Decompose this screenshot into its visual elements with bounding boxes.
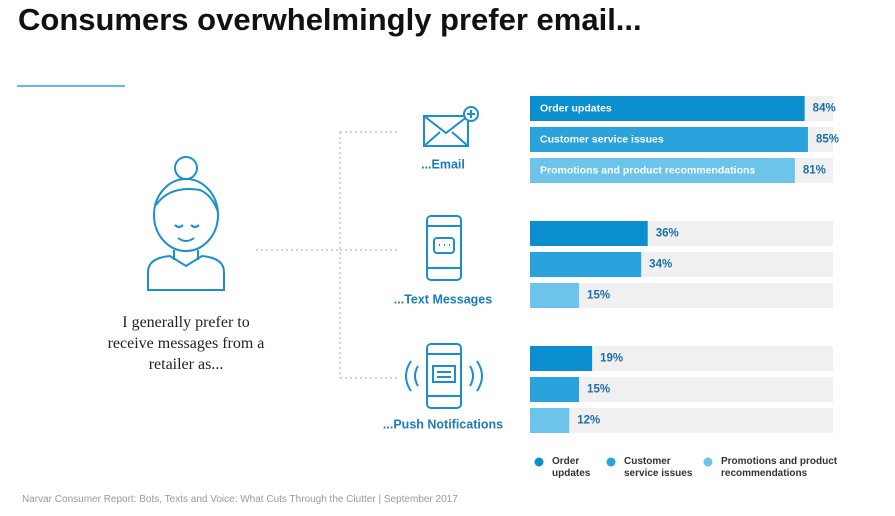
value-label: 19% bbox=[600, 353, 623, 365]
source: Narvar Consumer Report: Bots, Texts and … bbox=[22, 494, 458, 505]
bar bbox=[530, 408, 570, 433]
bar-series-label: Promotions and product recommendations bbox=[540, 164, 755, 176]
category-label: ...Email bbox=[421, 157, 465, 171]
bar-track bbox=[530, 377, 833, 402]
bar-track bbox=[530, 283, 833, 308]
bar bbox=[530, 158, 795, 183]
bar-series-label: Customer service issues bbox=[540, 133, 664, 145]
legend-label: Promotions and product recommendations bbox=[721, 456, 838, 479]
value-label: 34% bbox=[649, 259, 672, 271]
bar bbox=[530, 96, 805, 121]
email-icon bbox=[423, 106, 479, 147]
bar bbox=[530, 283, 580, 308]
legend-label: Order updates bbox=[552, 456, 591, 479]
legend-dot bbox=[606, 457, 616, 467]
category-label: ...Text Messages bbox=[394, 292, 492, 306]
bar-series-label: Order updates bbox=[540, 102, 612, 114]
value-label: 81% bbox=[803, 165, 826, 177]
bar bbox=[530, 377, 580, 402]
push-icon bbox=[405, 343, 483, 409]
bar-track bbox=[530, 408, 833, 433]
bar bbox=[530, 346, 593, 371]
value-label: 36% bbox=[656, 228, 679, 240]
value-label: 85% bbox=[816, 134, 839, 146]
value-label: 15% bbox=[587, 290, 610, 302]
bar bbox=[530, 221, 648, 246]
value-label: 84% bbox=[813, 103, 836, 115]
category-label: ...Push Notifications bbox=[383, 417, 503, 431]
legend-dot bbox=[534, 457, 544, 467]
person-icon bbox=[147, 156, 225, 291]
legend-label: Customer service issues bbox=[624, 456, 693, 479]
prompt: I generally prefer to receive messages f… bbox=[107, 314, 265, 373]
bar bbox=[530, 252, 642, 277]
chart-title: Consumers overwhelmingly prefer email... bbox=[18, 2, 642, 37]
value-label: 15% bbox=[587, 384, 610, 396]
legend-dot bbox=[703, 457, 713, 467]
value-label: 12% bbox=[577, 415, 600, 427]
bar bbox=[530, 127, 808, 152]
connectors bbox=[256, 131, 398, 379]
phone-icon bbox=[426, 215, 462, 281]
